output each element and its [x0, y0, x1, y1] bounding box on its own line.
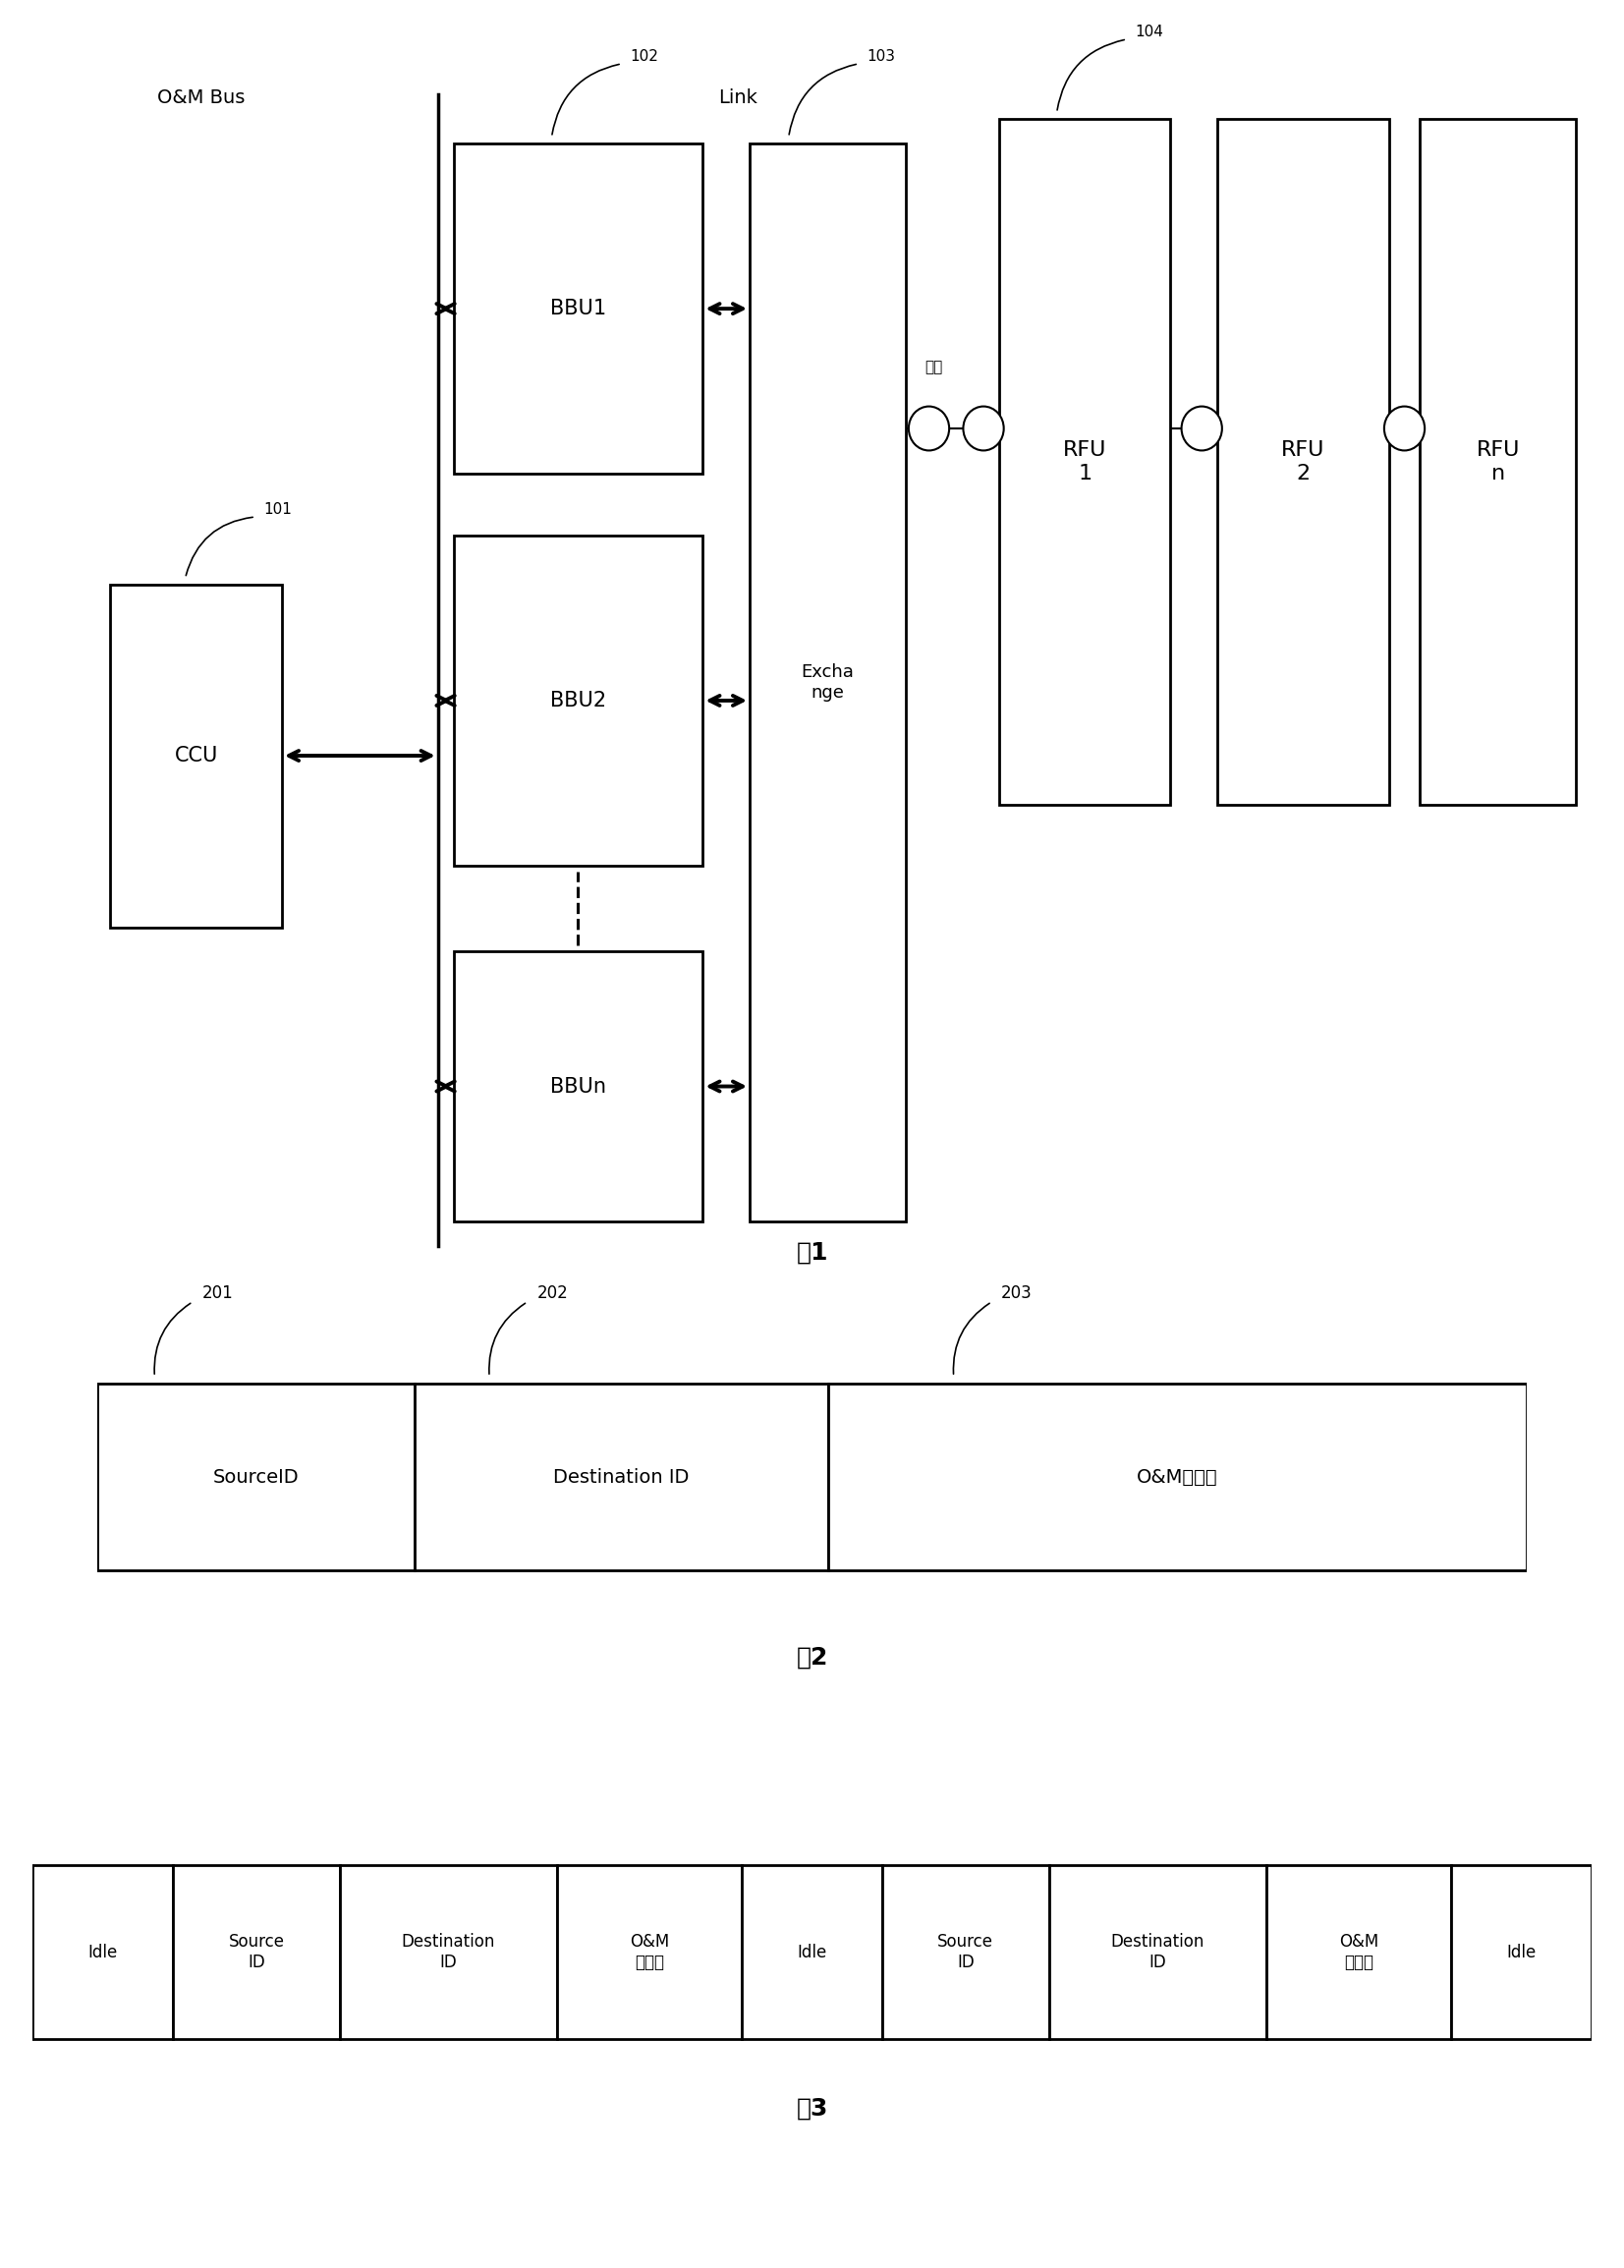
Text: RFU
n: RFU n: [1476, 440, 1520, 483]
Text: SourceID: SourceID: [213, 1467, 299, 1486]
Text: Destination
ID: Destination ID: [401, 1932, 495, 1971]
Text: 203: 203: [1002, 1284, 1033, 1302]
Ellipse shape: [1384, 406, 1424, 451]
Text: O&M
消息体: O&M 消息体: [1338, 1932, 1379, 1971]
Bar: [1218, 118, 1389, 805]
Bar: [1267, 1864, 1450, 2039]
Text: 图1: 图1: [796, 1241, 828, 1263]
Text: BBU1: BBU1: [551, 299, 606, 318]
Ellipse shape: [1182, 406, 1221, 451]
Text: Source
ID: Source ID: [937, 1932, 994, 1971]
Text: 图3: 图3: [796, 2096, 828, 2121]
Text: RFU
1: RFU 1: [1064, 440, 1106, 483]
Bar: [416, 1383, 828, 1569]
Text: Destination ID: Destination ID: [554, 1467, 690, 1486]
Text: 光纤: 光纤: [924, 361, 942, 374]
Text: 201: 201: [203, 1284, 234, 1302]
Text: 101: 101: [263, 501, 292, 517]
Text: Source
ID: Source ID: [229, 1932, 284, 1971]
Text: Destination
ID: Destination ID: [1111, 1932, 1205, 1971]
Bar: [32, 1864, 174, 2039]
Text: 104: 104: [1135, 25, 1163, 39]
Text: Idle: Idle: [797, 1944, 827, 1962]
Bar: [557, 1864, 742, 2039]
Text: 图2: 图2: [796, 1647, 828, 1669]
Text: O&M Bus: O&M Bus: [158, 88, 245, 107]
Bar: [174, 1864, 339, 2039]
Bar: [453, 953, 703, 1220]
Text: BBUn: BBUn: [551, 1077, 606, 1095]
Ellipse shape: [963, 406, 1004, 451]
Text: 103: 103: [867, 50, 895, 64]
Text: Idle: Idle: [88, 1944, 117, 1962]
Bar: [453, 143, 703, 474]
Bar: [1419, 118, 1575, 805]
Text: 202: 202: [538, 1284, 568, 1302]
Ellipse shape: [909, 406, 948, 451]
Text: Link: Link: [718, 88, 758, 107]
Bar: [882, 1864, 1049, 2039]
Bar: [339, 1864, 557, 2039]
Text: CCU: CCU: [174, 746, 218, 767]
Text: O&M
消息体: O&M 消息体: [630, 1932, 669, 1971]
Text: 102: 102: [630, 50, 658, 64]
Bar: [999, 118, 1171, 805]
Text: BBU2: BBU2: [551, 692, 606, 710]
Bar: [453, 535, 703, 866]
Text: Excha
nge: Excha nge: [801, 662, 854, 701]
Bar: [750, 143, 906, 1220]
Bar: [742, 1864, 882, 2039]
Text: O&M消息体: O&M消息体: [1137, 1467, 1218, 1486]
Bar: [1049, 1864, 1267, 2039]
Bar: [828, 1383, 1527, 1569]
Bar: [110, 585, 283, 928]
Text: Idle: Idle: [1507, 1944, 1536, 1962]
Text: RFU
2: RFU 2: [1281, 440, 1325, 483]
Bar: [97, 1383, 416, 1569]
Bar: [1450, 1864, 1592, 2039]
